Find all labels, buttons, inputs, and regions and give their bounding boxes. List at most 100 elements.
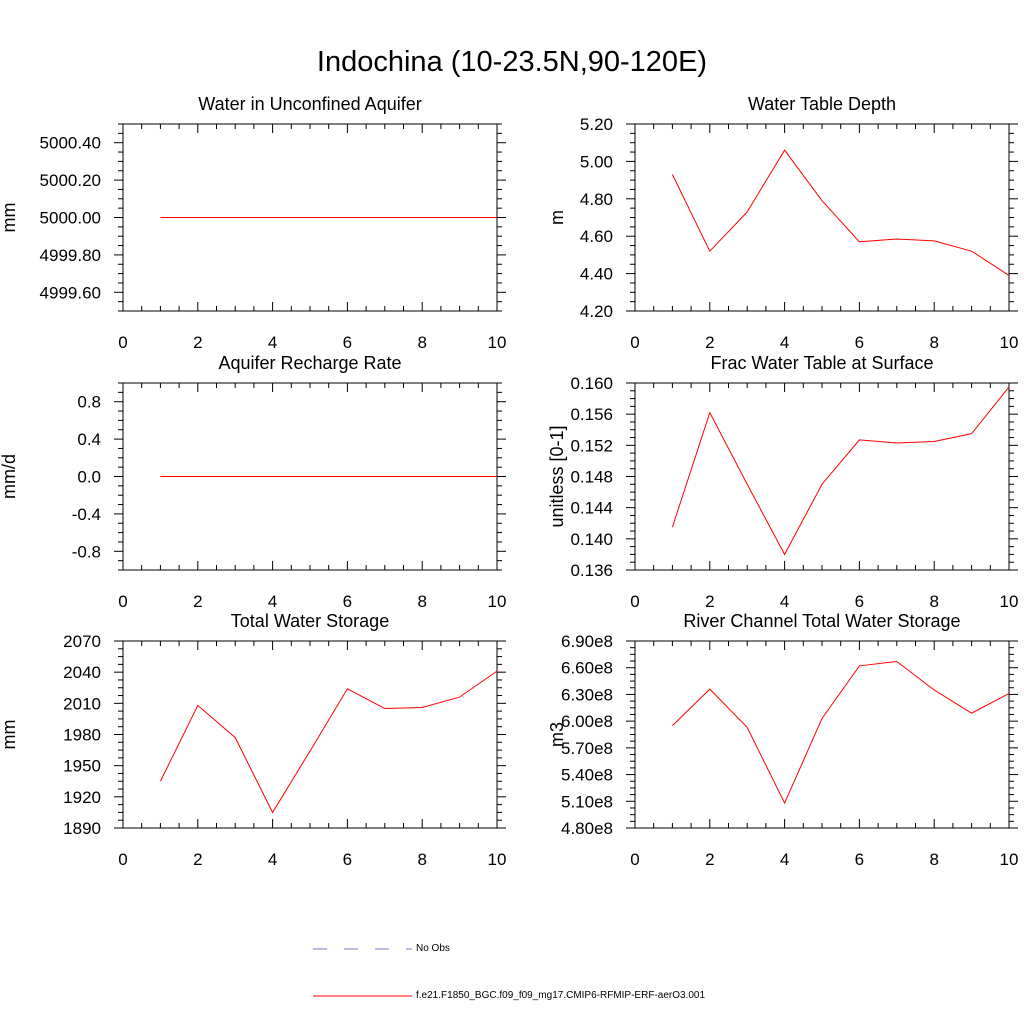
panel-title: Water Table Depth [748,94,896,114]
plot-frame [634,123,1010,312]
x-tick-label: 6 [343,592,352,611]
x-tick-label: 10 [1000,333,1019,352]
y-tick-label: 0.160 [570,374,613,393]
y-tick-label: -0.8 [72,542,101,561]
panel-title: Aquifer Recharge Rate [218,353,401,373]
panel-title: Total Water Storage [231,611,389,631]
y-tick-label: 4.60 [580,227,613,246]
figure-title: Indochina (10-23.5N,90-120E) [316,46,708,78]
x-tick-label: 10 [488,333,507,352]
x-tick-label: 8 [929,850,938,869]
x-tick-label: 8 [417,333,426,352]
x-tick-label: 2 [705,333,714,352]
chart-panel-4: Frac Water Table at Surface 0 2 4 6 8 10 0.136 0… [547,353,1018,611]
x-tick-label: 4 [780,592,789,611]
chart-panel-2: Water Table Depth 0 2 4 6 8 10 4.20 4.40 4.60 4.80… [547,94,1018,352]
x-tick-label: 4 [268,592,277,611]
y-tick-label: 4.80 [580,190,613,209]
plot-frame [634,640,1010,829]
chart-panel-5: Total Water Storage 0 2 4 6 8 10 1890 1920 1950 19… [0,611,506,869]
series-line-1 [671,386,1010,556]
x-tick-label: 0 [118,592,127,611]
x-tick-label: 6 [855,850,864,869]
y-axis-label: m [547,210,567,225]
x-tick-label: 2 [705,850,714,869]
y-tick-label: 5.20 [580,115,613,134]
y-tick-label: 0.4 [77,430,101,449]
x-tick-label: 4 [780,850,789,869]
y-axis-label: mm [0,203,19,233]
plot-frame [122,640,498,829]
panel-title: Frac Water Table at Surface [710,353,933,373]
y-tick-label: 2040 [63,663,101,682]
y-tick-label: 0.140 [570,530,613,549]
panel-title: Water in Unconfined Aquifer [198,94,421,114]
y-tick-label: 1890 [63,819,101,838]
chart-panel-6: River Channel Total Water Storage 0 2 4 6 8 10… [547,611,1018,869]
y-tick-label: 0.144 [570,499,613,518]
y-tick-label: 4999.60 [40,283,101,302]
y-tick-label: 5.70e8 [561,739,613,758]
y-tick-label: 0.152 [570,436,613,455]
x-tick-label: 6 [855,592,864,611]
y-tick-label: 1920 [63,788,101,807]
y-tick-label: 5000.20 [40,171,101,190]
y-tick-label: 0.148 [570,468,613,487]
y-tick-label: 0.136 [570,561,613,580]
chart-panel-3: Aquifer Recharge Rate 0 2 4 6 8 10 -0.8 -0.4 0.0 0… [0,353,506,611]
y-tick-label: 4.80e8 [561,819,613,838]
x-tick-label: 6 [343,333,352,352]
x-tick-label: 10 [488,850,507,869]
x-tick-label: 2 [705,592,714,611]
x-tick-label: 2 [193,850,202,869]
x-tick-label: 0 [630,850,639,869]
y-tick-label: 5.40e8 [561,766,613,785]
x-tick-label: 0 [630,333,639,352]
x-tick-label: 8 [417,592,426,611]
x-tick-label: 10 [1000,850,1019,869]
y-tick-label: 5.00 [580,152,613,171]
x-tick-label: 0 [630,592,639,611]
x-tick-label: 2 [193,592,202,611]
y-tick-label: 4.40 [580,265,613,284]
x-tick-label: 6 [343,850,352,869]
y-tick-label: 6.60e8 [561,659,613,678]
x-tick-label: 4 [268,333,277,352]
x-tick-label: 4 [268,850,277,869]
x-tick-label: 10 [1000,592,1019,611]
y-axis-label: m3 [547,722,567,747]
y-axis-label: mm [0,720,19,750]
y-tick-label: 4999.80 [40,246,101,265]
y-tick-label: -0.4 [72,505,101,524]
x-tick-label: 4 [780,333,789,352]
y-tick-label: 6.00e8 [561,712,613,731]
y-tick-label: 0.156 [570,405,613,424]
plot-frame [634,382,1010,571]
y-tick-label: 6.90e8 [561,632,613,651]
y-tick-label: 5000.00 [40,209,101,228]
y-axis-label: mm/d [0,454,19,499]
chart-panel-1: Water in Unconfined Aquifer 0 2 4 6 8 10 4999.6… [0,94,506,352]
y-tick-label: 6.30e8 [561,685,613,704]
y-tick-label: 0.8 [77,393,101,412]
y-tick-label: 0.0 [77,468,101,487]
x-tick-label: 8 [929,333,938,352]
x-tick-label: 8 [929,592,938,611]
y-tick-label: 1950 [63,757,101,776]
y-tick-label: 2010 [63,694,101,713]
x-tick-label: 0 [118,850,127,869]
x-tick-label: 2 [193,333,202,352]
x-tick-label: 0 [118,333,127,352]
x-tick-label: 10 [488,592,507,611]
series-line-1 [672,660,1010,805]
y-tick-label: 4.20 [580,302,613,321]
y-tick-label: 5000.40 [40,134,101,153]
series-line-1 [671,149,1010,276]
y-tick-label: 1980 [63,726,101,745]
x-tick-label: 6 [855,333,864,352]
panel-title: River Channel Total Water Storage [683,611,960,631]
x-tick-label: 8 [417,850,426,869]
series-line-1 [159,670,498,814]
y-tick-label: 5.10e8 [561,792,613,811]
